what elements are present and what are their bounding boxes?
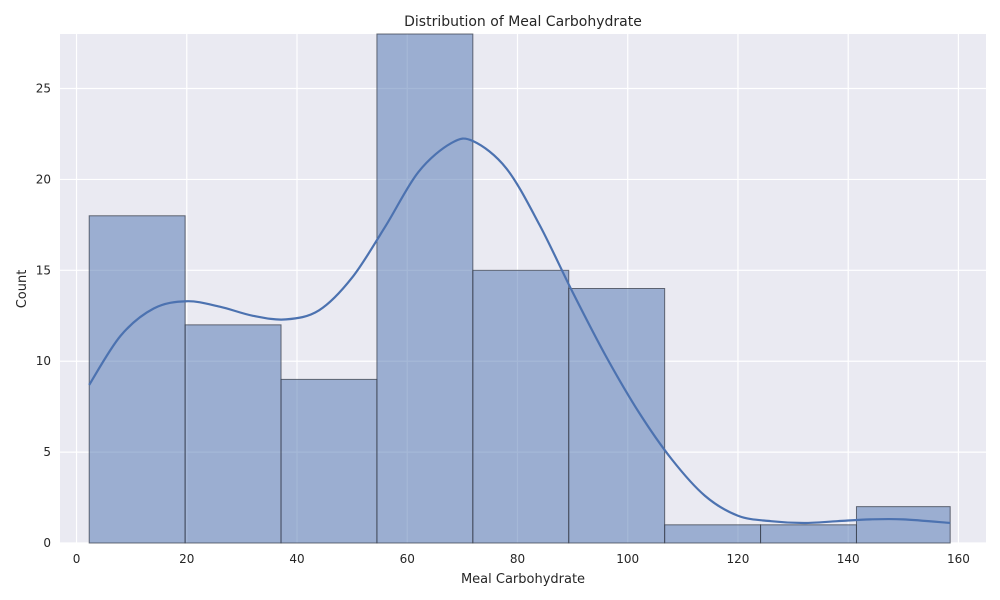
histogram-bar (855, 506, 951, 544)
x-tick-label: 40 (289, 552, 304, 566)
histogram-bar (664, 524, 762, 544)
x-tick-label: 160 (947, 552, 970, 566)
histogram-bar (376, 33, 474, 544)
y-tick-label: 5 (43, 445, 51, 459)
x-tick-label: 120 (727, 552, 750, 566)
histogram-bar (472, 269, 570, 544)
y-axis-label: Count (15, 270, 30, 309)
y-tick-label: 10 (36, 354, 51, 368)
x-tick-label: 140 (837, 552, 860, 566)
x-axis-ticks: 0 20 40 60 80 100 120 140 160 (73, 552, 970, 566)
x-axis-label: Meal Carbohydrate (461, 572, 585, 587)
x-tick-label: 0 (73, 552, 81, 566)
x-tick-label: 80 (510, 552, 525, 566)
x-tick-label: 100 (616, 552, 639, 566)
x-tick-label: 20 (179, 552, 194, 566)
y-tick-label: 0 (43, 536, 51, 550)
y-tick-label: 15 (36, 263, 51, 277)
y-tick-label: 20 (36, 172, 51, 186)
histogram-bar (280, 378, 378, 544)
chart-title: Distribution of Meal Carbohydrate (404, 14, 642, 30)
kde-curve (88, 137, 951, 525)
histogram-bar (184, 324, 282, 544)
histogram-bar (88, 215, 186, 544)
histogram-bars (88, 33, 951, 544)
y-tick-label: 25 (36, 82, 51, 96)
x-tick-label: 60 (400, 552, 415, 566)
histogram-bar (760, 524, 857, 544)
y-axis-ticks: 0 5 10 15 20 25 (36, 82, 51, 550)
histogram-bar (568, 288, 666, 544)
